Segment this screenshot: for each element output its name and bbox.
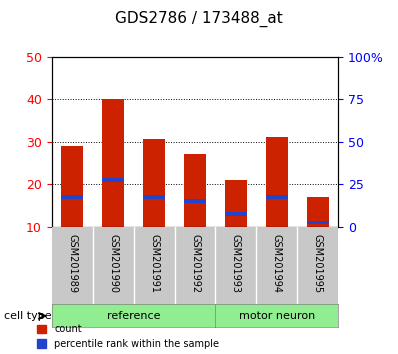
Text: reference: reference <box>107 311 160 321</box>
Bar <box>265 137 288 227</box>
Text: GSM201992: GSM201992 <box>190 234 200 293</box>
Bar <box>184 154 206 227</box>
Legend: count, percentile rank within the sample: count, percentile rank within the sample <box>37 324 219 349</box>
Bar <box>225 212 247 216</box>
Bar <box>143 139 165 227</box>
Text: GDS2786 / 173488_at: GDS2786 / 173488_at <box>115 11 283 27</box>
Text: GSM201994: GSM201994 <box>272 234 282 293</box>
Text: GSM201993: GSM201993 <box>231 234 241 293</box>
Bar <box>102 99 125 227</box>
Text: GSM201989: GSM201989 <box>67 234 77 293</box>
Text: motor neuron: motor neuron <box>239 311 315 321</box>
Text: GSM201991: GSM201991 <box>149 234 159 293</box>
Bar <box>61 146 84 227</box>
Bar <box>225 180 247 227</box>
Bar <box>143 195 165 199</box>
Bar <box>102 178 125 182</box>
Bar <box>306 221 329 224</box>
Bar <box>306 197 329 227</box>
Text: cell type: cell type <box>4 311 52 321</box>
Bar <box>61 195 84 199</box>
Text: GSM201990: GSM201990 <box>108 234 118 293</box>
Bar <box>184 199 206 203</box>
Bar <box>265 195 288 199</box>
Text: GSM201995: GSM201995 <box>313 234 323 293</box>
